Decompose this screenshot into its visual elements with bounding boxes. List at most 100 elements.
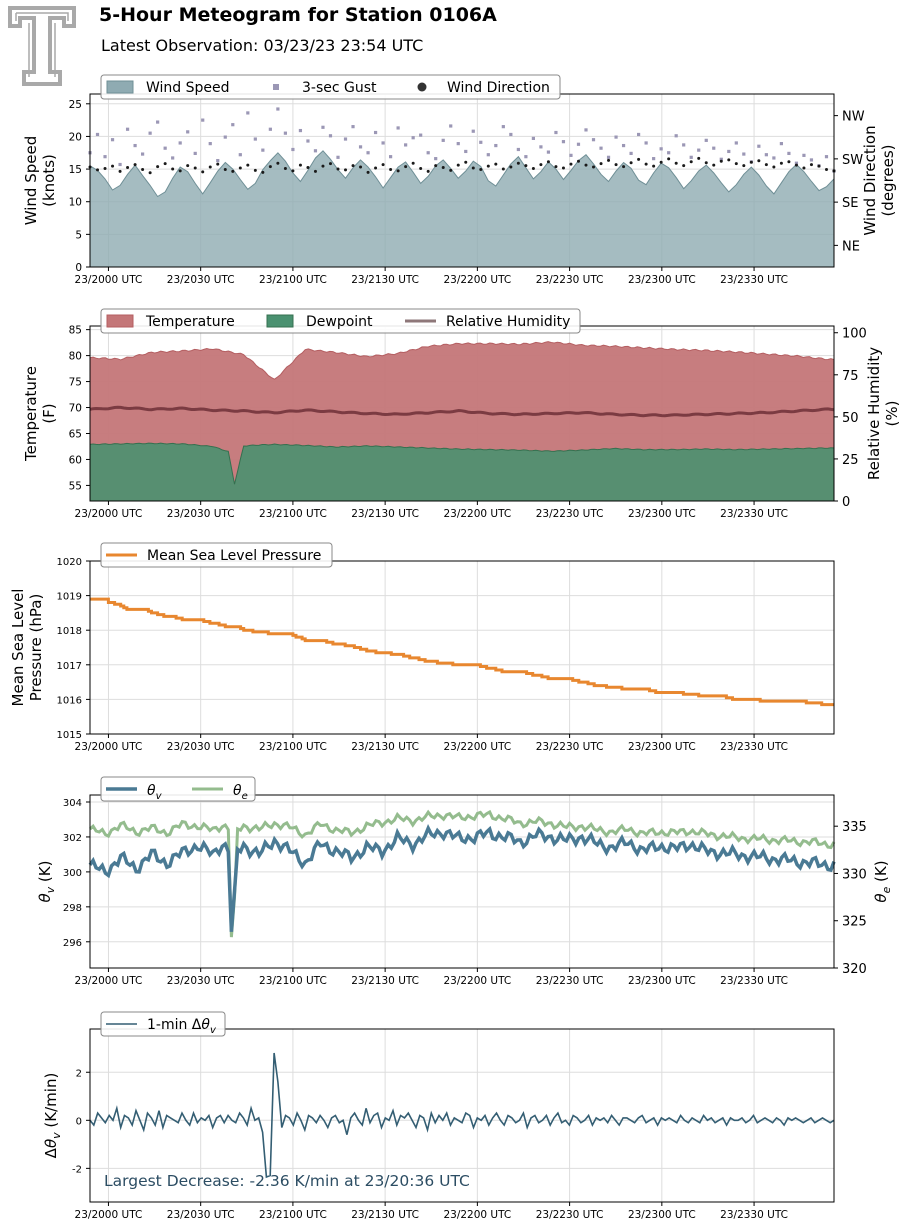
x-tick-label: 23/2200 UTC — [443, 508, 511, 520]
legend-box — [100, 1011, 226, 1037]
y2-axis-label: Wind Direction(degrees) — [861, 125, 897, 235]
legend-label-theta-e: θe — [233, 783, 248, 802]
y-tick-label: 85 — [69, 325, 82, 337]
wind-direction-point — [742, 164, 746, 168]
gust-point — [193, 151, 197, 156]
wind-direction-point — [531, 166, 535, 170]
x-tick-label: 23/2030 UTC — [167, 741, 235, 753]
panel-1: 0 5 10 15 20 25 NE SE SW NW 23/2000 UTC 23/2030 UTC… — [22, 74, 897, 286]
wind-direction-point — [546, 160, 550, 164]
gust-point — [343, 137, 348, 141]
gust-point — [441, 138, 445, 142]
wind-direction-point — [328, 162, 332, 166]
gust-point — [381, 141, 385, 145]
wind-direction-point — [787, 160, 791, 164]
wind-direction-point — [749, 160, 753, 164]
wind-direction-point — [824, 167, 828, 171]
page-subtitle: Latest Observation: 03/23/23 23:54 UTC — [101, 36, 424, 55]
y-tick-label: 80 — [69, 351, 82, 363]
wind-direction-point — [374, 166, 378, 170]
wind-direction-point — [133, 163, 137, 167]
y2-tick-label: 320 — [842, 962, 867, 977]
x-tick-label: 23/2100 UTC — [259, 274, 327, 286]
x-tick-label: 23/2330 UTC — [720, 741, 788, 753]
y-axis-label: θv (K) — [36, 861, 57, 903]
gust-point — [621, 143, 626, 148]
x-tick-label: 23/2130 UTC — [351, 508, 419, 520]
wind-direction-point — [817, 164, 821, 168]
gust-point — [554, 130, 558, 135]
gust-point — [794, 161, 799, 165]
university-logo — [8, 6, 76, 86]
gust-point — [358, 145, 363, 149]
gust-point — [682, 143, 686, 147]
wind-direction-point — [809, 163, 813, 167]
gust-point — [141, 152, 145, 156]
wind-direction-point — [111, 164, 115, 168]
wind-direction-point — [208, 165, 212, 169]
wind-direction-point — [441, 166, 445, 170]
wind-direction-point — [434, 164, 438, 168]
x-tick-label: 23/2230 UTC — [536, 274, 604, 286]
wind-direction-point — [644, 162, 648, 166]
wind-direction-point — [697, 156, 701, 160]
wind-direction-point — [389, 167, 393, 171]
gust-point — [261, 148, 265, 152]
gust-point — [268, 127, 272, 131]
y-tick-label: 15 — [69, 164, 82, 176]
legend-label-wind-direction: Wind Direction — [447, 80, 550, 96]
y2-tick-label: 100 — [842, 327, 867, 342]
gust-point — [494, 143, 498, 148]
wind-direction-point — [607, 158, 611, 162]
gust-point — [456, 142, 460, 146]
legend-label-dtheta: 1-min Δθv — [147, 1017, 217, 1036]
wind-direction-point — [351, 164, 355, 168]
x-tick-label: 23/2200 UTC — [443, 274, 511, 286]
gust-point — [667, 151, 671, 155]
x-tick-label: 23/2300 UTC — [628, 741, 696, 753]
wind-direction-point — [622, 165, 626, 169]
y2-tick-label: 50 — [842, 411, 859, 426]
x-tick-label: 23/2000 UTC — [75, 508, 143, 520]
gust-point — [396, 126, 400, 130]
legend-box — [100, 308, 581, 334]
wind-direction-point — [268, 165, 272, 169]
legend-box — [100, 74, 561, 100]
wind-direction-point — [479, 167, 483, 171]
gust-point — [328, 134, 333, 138]
x-tick-label: 23/2100 UTC — [259, 508, 327, 520]
x-tick-label: 23/2330 UTC — [720, 508, 788, 520]
y-tick-label: 1017 — [57, 661, 82, 672]
x-tick-label: 23/2300 UTC — [628, 975, 696, 987]
gust-point — [652, 157, 656, 161]
wind-direction-point — [291, 169, 295, 173]
dewpoint-area — [89, 442, 835, 502]
wind-direction-point — [494, 162, 498, 166]
y-tick-label: 304 — [63, 798, 82, 809]
gust-point — [727, 149, 731, 154]
gust-point — [321, 125, 325, 129]
wind-direction-point — [298, 163, 302, 167]
wind-direction-point — [464, 160, 468, 164]
legend-label-theta-v: θv — [147, 783, 163, 802]
gust-point — [231, 123, 235, 127]
gust-point — [471, 129, 475, 133]
x-tick-label: 23/2030 UTC — [167, 508, 235, 520]
gust-point — [208, 142, 212, 146]
gust-point — [757, 144, 761, 148]
y2-tick-label: 75 — [842, 369, 859, 384]
y-tick-label: 1018 — [57, 626, 82, 637]
dtheta-line — [89, 1052, 835, 1179]
gust-point — [426, 151, 430, 155]
y-tick-label: 65 — [69, 428, 82, 440]
gust-point — [516, 147, 520, 152]
gust-point — [95, 132, 100, 137]
wind-direction-point — [576, 159, 580, 163]
gust-point — [539, 145, 543, 149]
x-tick-label: 23/2300 UTC — [628, 1209, 696, 1221]
wind-direction-point — [584, 163, 588, 167]
y2-tick-label: 330 — [842, 867, 867, 882]
legend-swatch-dewpoint — [266, 314, 294, 328]
gust-point — [787, 151, 791, 156]
panel-2: 55 60 65 70 75 80 85 0 25 50 75 100 23/2000 UTC 23/20… — [22, 308, 901, 520]
